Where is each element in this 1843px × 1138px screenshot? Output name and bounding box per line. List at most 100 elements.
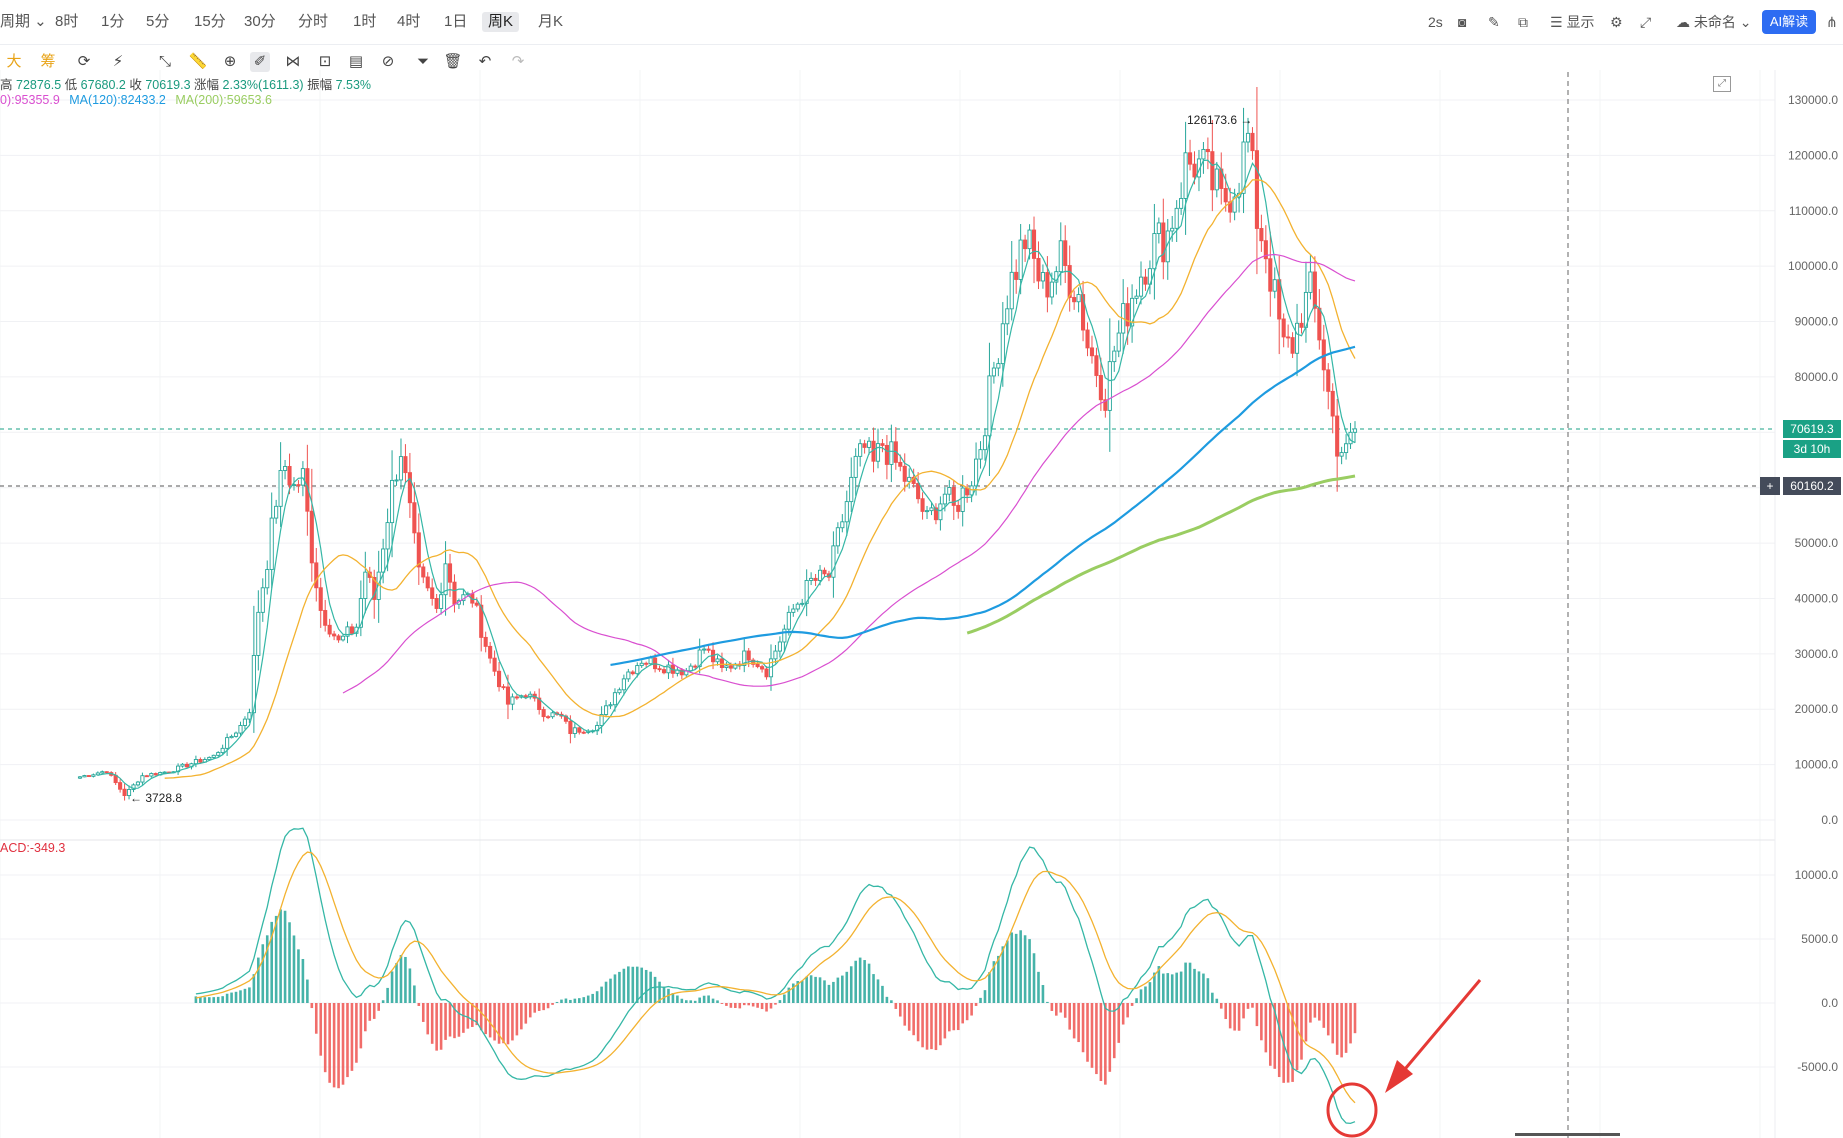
macd-bar: [1237, 1003, 1241, 1031]
macd-bar: [1340, 1003, 1343, 1058]
ai-analyze-button[interactable]: AI解读: [1762, 10, 1816, 34]
layout-selector[interactable]: ☁ 未命名 ⌄: [1676, 14, 1752, 30]
macd-bar: [644, 969, 648, 1003]
candle: [77, 776, 83, 779]
macd-bar: [448, 1003, 452, 1037]
macd-bar: [1117, 1003, 1121, 1043]
candle: [835, 527, 840, 547]
macd-bar: [1068, 1003, 1071, 1030]
template-icon[interactable]: ▤: [348, 53, 364, 70]
tab-timeframe-8[interactable]: 4时: [397, 13, 421, 30]
tab-timeframe-1[interactable]: 8时: [55, 13, 79, 30]
macd-bar: [751, 1003, 755, 1007]
camera-icon[interactable]: ◙: [1458, 14, 1467, 30]
macd-bar: [1246, 1003, 1250, 1009]
tab-timeframe-3[interactable]: 5分: [146, 13, 170, 30]
macd-bar: [1010, 932, 1014, 1003]
macd-bar: [569, 999, 572, 1003]
macd-bar: [355, 1003, 358, 1063]
settings-icon[interactable]: ⚙: [1610, 14, 1623, 30]
candles: [77, 86, 1358, 801]
tab-timeframe-10[interactable]: 周K: [482, 12, 520, 32]
candle: [1290, 337, 1295, 354]
candle: [916, 483, 921, 500]
candle: [447, 563, 453, 583]
candle: [238, 724, 243, 734]
lock-icon[interactable]: ⊡: [318, 53, 332, 70]
candle: [283, 466, 288, 471]
ruler-icon[interactable]: 📏: [188, 53, 208, 70]
macd-bar: [988, 972, 991, 1003]
candle: [430, 587, 435, 599]
refresh-interval[interactable]: 2s: [1428, 14, 1443, 30]
macd-bar: [1277, 1003, 1281, 1078]
tab-timeframe-0[interactable]: 周期 ⌄: [0, 13, 47, 30]
redo-icon[interactable]: ↷: [511, 53, 525, 70]
macd-bar: [306, 979, 309, 1003]
magnet-icon[interactable]: ⊕: [223, 53, 237, 70]
candle: [742, 650, 747, 666]
macd-bar: [1326, 1003, 1330, 1036]
macd-bar: [1233, 1003, 1236, 1031]
tab-timeframe-5[interactable]: 30分: [244, 13, 276, 30]
tab-timeframe-6[interactable]: 分时: [298, 13, 329, 30]
tab-timeframe-2[interactable]: 1分: [101, 13, 125, 30]
crosshair-price-tag: 60160.2: [1783, 477, 1841, 495]
macd-bar: [600, 986, 603, 1003]
tab-timeframe-4[interactable]: 15分: [194, 13, 226, 30]
add-alert-icon[interactable]: +: [1760, 477, 1780, 495]
brush-icon[interactable]: ✐: [250, 52, 270, 72]
candle: [300, 468, 305, 486]
candle: [603, 705, 609, 715]
macd-bar: [858, 957, 862, 1003]
macd-bar: [952, 1003, 956, 1031]
share-icon[interactable]: ⋔: [1826, 14, 1838, 30]
tab-timeframe-11[interactable]: 月K: [538, 13, 564, 30]
candle: [1330, 390, 1335, 417]
link-icon[interactable]: ⊘: [381, 53, 395, 70]
expand-icon[interactable]: ⤢: [1713, 76, 1731, 92]
macd-bar: [640, 967, 644, 1003]
macd-bar: [1255, 1003, 1259, 1027]
display-toggle[interactable]: ☰ 显示: [1550, 14, 1595, 30]
candle: [309, 510, 314, 564]
candle: [1009, 271, 1014, 310]
macd-bar: [261, 944, 265, 1003]
indicator-icon[interactable]: ⚡: [112, 53, 124, 70]
candle: [849, 476, 854, 503]
macd-bar: [497, 1003, 501, 1044]
refresh-icon[interactable]: ⟳: [77, 53, 91, 70]
macd-bar: [1005, 940, 1009, 1003]
chip-mode-icon[interactable]: 筹: [40, 53, 56, 70]
candle: [1116, 332, 1121, 352]
macd-bar: [662, 986, 666, 1003]
pattern-icon[interactable]: ⋈: [285, 53, 301, 70]
fullscreen-icon[interactable]: ⤢: [1640, 14, 1652, 30]
undo-icon[interactable]: ↶: [478, 53, 492, 70]
scroll-indicator[interactable]: [1515, 1133, 1620, 1136]
copy-icon[interactable]: ⧉: [1518, 14, 1528, 30]
big-mode-icon[interactable]: 大: [6, 53, 22, 70]
macd-bar: [1041, 985, 1045, 1003]
macd-bar: [1086, 1003, 1089, 1062]
macd-bar: [849, 966, 853, 1003]
macd-bar: [1104, 1003, 1107, 1085]
candle: [541, 709, 546, 718]
macd-bar: [765, 1003, 768, 1012]
tab-timeframe-7[interactable]: 1时: [353, 13, 377, 30]
macd-bar: [863, 960, 866, 1003]
candle: [372, 576, 377, 600]
filter-icon[interactable]: ⏷: [416, 53, 429, 70]
trendline-icon[interactable]: ⤡: [158, 53, 171, 70]
low-marker: ← 3728.8: [130, 791, 182, 805]
pen-icon[interactable]: ✎: [1488, 14, 1500, 30]
trash-icon[interactable]: 🗑: [443, 53, 463, 70]
macd-bar: [725, 1003, 728, 1006]
price-axis-label: 80000.0: [1795, 370, 1839, 384]
macd-bar: [1032, 953, 1036, 1003]
macd-bar: [898, 1003, 902, 1017]
macd-bar: [1264, 1003, 1268, 1053]
macd-bar: [466, 1003, 470, 1029]
tab-timeframe-9[interactable]: 1日: [444, 13, 468, 30]
